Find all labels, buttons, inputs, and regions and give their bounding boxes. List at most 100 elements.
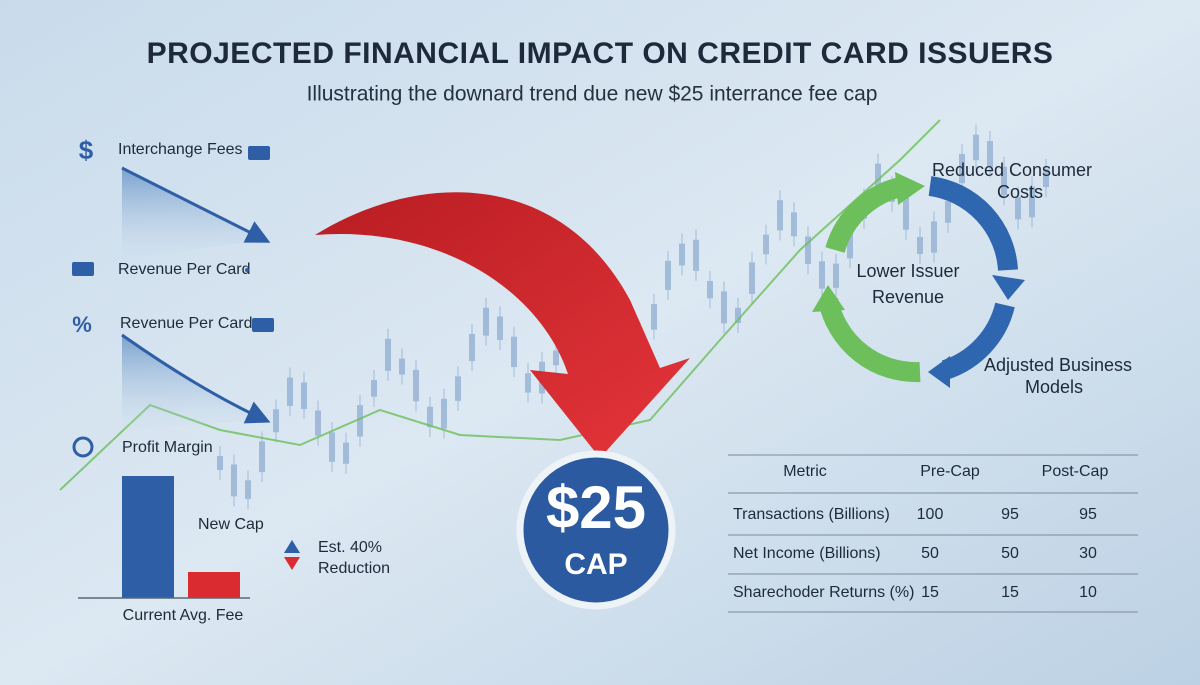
cycle-node: Costs — [997, 182, 1043, 202]
candle-body — [287, 377, 293, 406]
candle-body — [525, 373, 531, 393]
candle-body — [959, 154, 965, 184]
table-header: Pre-Cap — [920, 463, 980, 480]
candle-body — [749, 262, 755, 294]
card-icon — [248, 146, 270, 160]
candle-body — [385, 338, 391, 371]
candle-body — [315, 410, 321, 436]
candle-body — [301, 382, 307, 410]
table-cell: 50 — [921, 545, 939, 562]
candle-body — [777, 200, 783, 231]
candle-body — [441, 398, 447, 429]
candle-body — [259, 441, 265, 473]
trend-line — [59, 119, 941, 491]
candle-body — [903, 197, 909, 230]
badge-amount: $25 — [546, 474, 646, 541]
candle-body — [1001, 166, 1007, 196]
candle-body — [245, 480, 251, 499]
cap-badge — [516, 450, 676, 610]
candle-body — [217, 456, 223, 470]
candle-body — [763, 234, 769, 255]
candle-body — [497, 316, 503, 340]
indicator-label: Revenue Per Card — [118, 261, 251, 278]
candle-body — [917, 236, 923, 255]
down-triangle — [284, 557, 300, 570]
candle-body — [343, 442, 349, 464]
cycle-arc — [825, 176, 908, 254]
icon: % — [72, 312, 92, 337]
area — [122, 168, 262, 260]
table-cell: 95 — [1079, 506, 1097, 523]
table-cell: 15 — [921, 584, 939, 601]
cycle-arrowhead — [895, 172, 925, 205]
indicator-label: Revenue Per Card — [120, 315, 253, 332]
indicator-label: Profit Margin — [122, 439, 213, 456]
candle-body — [483, 307, 489, 336]
table-row-label: Sharechoder Returns (%) — [733, 584, 914, 601]
bar-label: New Cap — [198, 516, 264, 533]
candle-body — [679, 243, 685, 266]
candle-body — [805, 236, 811, 265]
icon: $ — [79, 135, 94, 165]
candle-body — [357, 405, 363, 437]
title: PROJECTED FINANCIAL IMPACT ON CREDIT CAR… — [147, 37, 1054, 70]
table-cell: 50 — [1001, 545, 1019, 562]
candle-body — [721, 291, 727, 324]
table-header: Post-Cap — [1042, 463, 1109, 480]
decline-arrow — [121, 166, 271, 243]
card-icon — [72, 262, 94, 276]
reduction-label: Est. 40% — [318, 539, 382, 556]
reduction-label: Reduction — [318, 560, 390, 577]
table-header: Metric — [783, 463, 827, 480]
candle-body — [987, 141, 993, 168]
cycle-arrowhead — [928, 356, 950, 388]
subtitle: Illustrating the downard trend due new $… — [307, 83, 878, 106]
cycle-arrowhead — [992, 275, 1025, 300]
up-triangle — [284, 540, 300, 553]
card-icon — [252, 318, 274, 332]
candle-body — [693, 239, 699, 271]
badge-label: CAP — [564, 548, 627, 581]
candle-body — [553, 350, 559, 366]
cycle-arrowhead — [812, 285, 845, 312]
table-row-label: Transactions (Billions) — [733, 506, 890, 523]
table-cell: 10 — [1079, 584, 1097, 601]
red-arrow — [315, 192, 690, 458]
candle-body — [469, 333, 475, 362]
table-cell: 100 — [917, 506, 944, 523]
candle-body — [455, 376, 461, 401]
candle-body — [791, 212, 797, 237]
candle-body — [973, 134, 979, 161]
candle-body — [819, 261, 825, 289]
indicator-label: Interchange Fees — [118, 141, 243, 158]
cycle-center: Lower Issuer — [856, 261, 959, 281]
candle-body — [329, 432, 335, 462]
metrics-table: Metric Pre-Cap Post-Cap Transactions (Billi… — [728, 454, 1138, 613]
candle-body — [945, 201, 951, 223]
cycle-node: Models — [1025, 377, 1083, 397]
candle-body — [399, 358, 405, 375]
cycle-arc — [818, 297, 921, 383]
candle-body — [847, 228, 853, 259]
candle-body — [833, 263, 839, 288]
cycle-arc — [928, 176, 1018, 271]
cycle-node: Reduced Consumer — [932, 160, 1092, 180]
table-row-label: Net Income (Billions) — [733, 545, 881, 562]
coin-icon — [72, 436, 94, 458]
current-fee-bar — [122, 476, 174, 598]
table-cell: 95 — [1001, 506, 1019, 523]
candle-body — [1015, 196, 1021, 220]
candle-body — [371, 380, 377, 397]
candle-body — [665, 260, 671, 290]
candle-body — [931, 221, 937, 253]
cycle-arc — [941, 302, 1015, 380]
new-cap-bar — [188, 572, 240, 598]
candle-body — [1029, 186, 1035, 218]
candle-body — [1043, 168, 1049, 188]
candle-body — [511, 336, 517, 368]
dot — [245, 268, 249, 272]
candle-body — [231, 464, 237, 497]
candle-body — [413, 369, 419, 402]
table-cell: 15 — [1001, 584, 1019, 601]
